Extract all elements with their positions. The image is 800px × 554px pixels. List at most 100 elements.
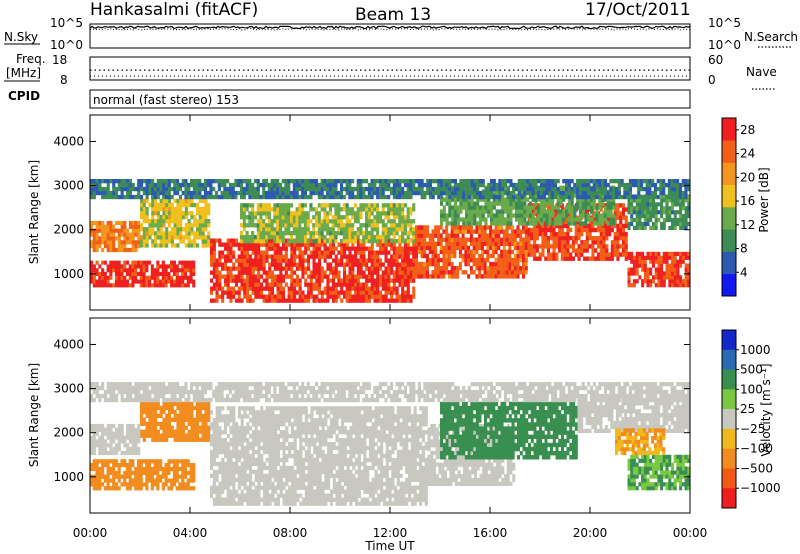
heatmap-cell — [273, 194, 277, 200]
heatmap-cell — [373, 298, 377, 303]
heatmap-cell — [671, 206, 674, 211]
heatmap-cell — [442, 229, 446, 234]
heatmap-cell — [469, 249, 473, 255]
heatmap-cell — [540, 197, 544, 202]
heatmap-cell — [381, 231, 385, 236]
heatmap-cell — [495, 221, 499, 226]
heatmap-cell — [508, 261, 512, 267]
heatmap-cell — [500, 249, 504, 255]
heatmap-cell — [673, 255, 677, 260]
nave-right-tick-top: 60 — [708, 53, 723, 67]
heatmap-cell — [137, 463, 141, 468]
heatmap-cell — [631, 182, 635, 188]
heatmap-cell — [573, 205, 577, 210]
heatmap-cell — [426, 241, 429, 246]
heatmap-cell — [265, 282, 269, 287]
heatmap-cell — [117, 220, 121, 226]
heatmap-cell — [137, 244, 141, 249]
heatmap-cell — [259, 219, 263, 224]
heatmap-cell — [596, 244, 600, 249]
heatmap-cell — [445, 266, 449, 271]
heatmap-cell — [307, 294, 311, 299]
heatmap-cell — [262, 250, 266, 255]
heatmap-cell — [240, 298, 244, 303]
heatmap-cell — [359, 211, 363, 216]
heatmap-cell — [442, 197, 446, 202]
heatmap-cell — [276, 235, 280, 240]
heatmap-cell — [326, 262, 330, 267]
heatmap-cell — [340, 286, 344, 291]
heatmap-cell — [613, 244, 617, 249]
heatmap-cell — [109, 220, 113, 226]
heatmap-cell — [412, 231, 416, 236]
heatmap-cell — [262, 207, 266, 212]
heatmap-cell — [461, 270, 465, 275]
heatmap-cell — [462, 179, 466, 184]
heatmap-cell — [195, 186, 199, 192]
heatmap-cell — [359, 290, 363, 295]
heatmap-cell — [106, 474, 110, 479]
heatmap-cell — [665, 210, 669, 215]
heatmap-cell — [318, 258, 322, 263]
heatmap-cell — [649, 217, 653, 223]
heatmap-cell — [306, 186, 310, 192]
heatmap-cell — [502, 261, 506, 267]
cpid-mode-text: normal (fast stereo) 153 — [93, 93, 239, 107]
heatmap-cell — [381, 186, 385, 192]
heatmap-cell — [293, 298, 297, 303]
heatmap-cell — [481, 197, 485, 202]
heatmap-cell — [326, 211, 330, 216]
heatmap-cell — [284, 242, 288, 247]
heatmap-cell — [284, 238, 288, 243]
heatmap-cell — [459, 194, 463, 200]
heatmap-cell — [248, 282, 252, 287]
heatmap-cell — [221, 266, 225, 271]
heatmap-cell — [649, 251, 653, 256]
heatmap-cell — [581, 221, 585, 226]
heatmap-cell — [348, 179, 352, 184]
heatmap-cell — [556, 209, 560, 214]
heatmap-cell — [376, 215, 380, 220]
heatmap-cell — [114, 459, 118, 464]
heatmap-cell — [359, 203, 363, 208]
heatmap-cell — [278, 186, 282, 192]
heatmap-cell — [660, 279, 664, 284]
heatmap-cell — [192, 179, 196, 184]
heatmap-cell — [198, 227, 202, 232]
heatmap-cell — [337, 211, 341, 216]
heatmap-cell — [681, 279, 685, 284]
heatmap-cell — [320, 238, 324, 243]
heatmap-cell — [465, 194, 469, 200]
heatmap-cell — [662, 255, 666, 260]
heatmap-cell — [616, 215, 620, 220]
heatmap-cell — [478, 179, 482, 184]
heatmap-cell — [165, 206, 169, 212]
heatmap-cell — [165, 219, 169, 224]
heatmap-cell — [273, 182, 277, 188]
date-title: 17/Oct/2011 — [585, 0, 691, 20]
heatmap-cell — [670, 182, 674, 188]
heatmap-cell — [290, 274, 294, 279]
heatmap-cell — [462, 190, 466, 196]
heatmap-cell — [598, 197, 602, 202]
heatmap-cell — [356, 246, 360, 251]
heatmap-cell — [517, 217, 521, 222]
heatmap-cell — [679, 263, 683, 268]
heatmap-cell — [142, 279, 146, 284]
heatmap-cell — [494, 266, 498, 271]
heatmap-cell — [190, 190, 194, 196]
heatmap-cell — [478, 213, 482, 218]
heatmap-cell — [491, 274, 495, 279]
heatmap-cell — [478, 194, 482, 200]
heatmap-cell — [643, 198, 647, 203]
heatmap-cell — [212, 246, 216, 251]
heatmap-cell — [456, 194, 460, 200]
heatmap-cell — [334, 298, 338, 303]
heatmap-cell — [681, 202, 685, 207]
heatmap-cell — [170, 186, 174, 192]
heatmap-cell — [259, 274, 263, 279]
heatmap-cell — [546, 236, 550, 241]
heatmap-cell — [196, 211, 200, 216]
heatmap-cell — [502, 241, 506, 246]
heatmap-cell — [401, 246, 405, 251]
